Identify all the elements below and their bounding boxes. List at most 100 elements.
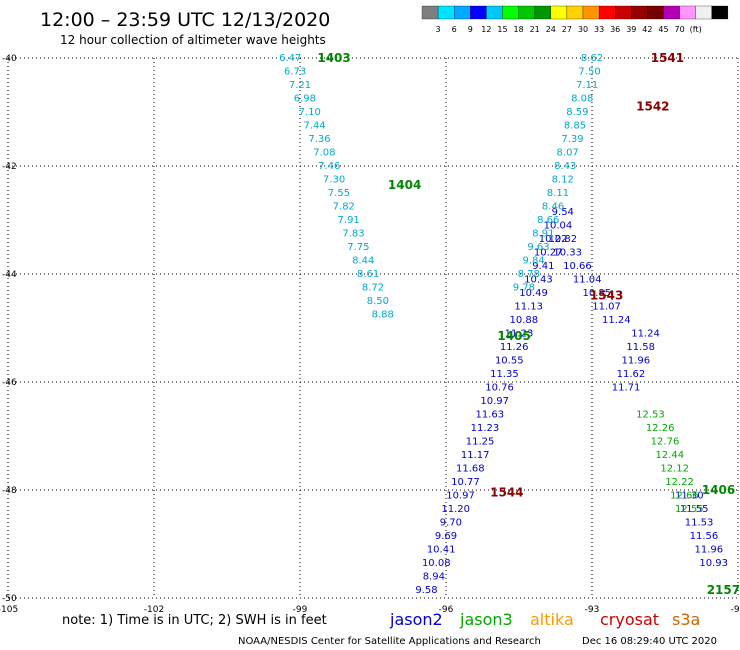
- wave-height-value: 8.08: [571, 94, 593, 105]
- wave-height-value: 8.61: [357, 269, 379, 280]
- wave-height-value: 10.76: [485, 382, 514, 393]
- wave-height-value: 7.11: [576, 80, 598, 91]
- orbit-label: 1541: [651, 51, 684, 65]
- colorbar-swatch: [437, 5, 455, 20]
- wave-height-value: 8.07: [557, 148, 579, 159]
- colorbar-label: 15: [497, 25, 507, 34]
- wave-height-value: 10.41: [427, 544, 456, 555]
- colorbar-label: (ft): [690, 25, 702, 34]
- wave-height-value: 10.27: [534, 247, 563, 258]
- colorbar-swatch: [631, 5, 648, 20]
- wave-height-value: 12.12: [660, 463, 689, 474]
- wave-height-value: 11.71: [612, 382, 641, 393]
- wave-height-value: 9.78: [513, 283, 535, 294]
- colorbar-swatch: [534, 5, 551, 20]
- wave-height-value: 9.41: [532, 261, 554, 272]
- wave-height-value: 11.68: [456, 463, 485, 474]
- footer-timestamp: Dec 16 08:29:40 UTC 2020: [582, 636, 717, 647]
- wave-height-value: 11.20: [441, 504, 470, 515]
- wave-height-value: 12.53: [636, 409, 665, 420]
- wave-height-value: 9.69: [435, 531, 457, 542]
- wave-height-value: 7.46: [318, 161, 340, 172]
- wave-height-value: 10.22: [539, 234, 568, 245]
- wave-height-value: 11.07: [592, 301, 621, 312]
- colorbar-label: 70: [675, 25, 685, 34]
- colorbar-swatch: [454, 5, 471, 20]
- wave-height-value: 8.46: [542, 202, 564, 213]
- wave-height-value: 8.11: [547, 188, 569, 199]
- colorbar-label: 18: [514, 25, 524, 34]
- wave-height-value: 11.24: [631, 328, 660, 339]
- wave-height-value: 7.10: [299, 107, 321, 118]
- wave-height-value: 11.25: [466, 436, 495, 447]
- wave-height-value: 7.36: [308, 134, 330, 145]
- wave-height-value: 10.82: [548, 234, 577, 245]
- wave-height-value: 7.30: [323, 175, 345, 186]
- wave-height-value: 10.97: [480, 396, 509, 407]
- wave-height-value: 10.88: [510, 315, 539, 326]
- wave-height-value: 8.85: [564, 121, 586, 132]
- y-tick-label: -46: [2, 378, 17, 388]
- wave-height-value: 6.98: [294, 94, 316, 105]
- wave-height-value: 11.24: [602, 315, 631, 326]
- wave-height-value: 6.73: [284, 67, 306, 78]
- colorbar-label: 3: [436, 25, 441, 34]
- wave-height-value: 11.17: [461, 450, 490, 461]
- y-tick-label: -44: [2, 270, 17, 280]
- wave-height-value: 7.21: [289, 80, 311, 91]
- wave-height-value: 7.50: [578, 67, 600, 78]
- wave-height-value: 11.35: [490, 369, 519, 380]
- colorbar-label: 6: [452, 25, 457, 34]
- y-tick-label: -40: [2, 54, 17, 64]
- wave-height-value: 8.12: [552, 175, 574, 186]
- orbit-label: 2157: [707, 583, 740, 597]
- colorbar-label: 39: [626, 25, 636, 34]
- wave-height-value: 7.55: [328, 188, 350, 199]
- x-tick-label: -96: [439, 605, 454, 615]
- chart-title: 12:00 – 23:59 UTC 12/13/2020: [40, 9, 330, 31]
- wave-height-value: 7.75: [347, 242, 369, 253]
- satellite-legend-item: altika: [530, 610, 574, 629]
- wave-height-value: 10.77: [451, 477, 480, 488]
- wave-height-value: 12.76: [651, 436, 680, 447]
- colorbar-swatch: [566, 5, 584, 20]
- satellite-legend: jason2 jason3 altika cryosat s3a: [389, 610, 700, 629]
- wave-height-value: 8.88: [372, 310, 394, 321]
- colorbar-legend: 3 6 9 12 15 18 21 24 27 30 33 36 39 42 45 70 (ft): [421, 5, 729, 34]
- colorbar-swatch: [470, 5, 487, 20]
- units-note: note: 1) Time is in UTC; 2) SWH is in fe…: [62, 613, 327, 628]
- wave-height-value: 8.59: [566, 107, 588, 118]
- x-tick-label: -99: [293, 605, 308, 615]
- wave-height-value: 6.47: [279, 53, 301, 64]
- colorbar-swatch: [486, 5, 503, 20]
- colorbar-label: 9: [468, 25, 473, 34]
- colorbar-label: 33: [594, 25, 604, 34]
- colorbar-swatch: [647, 5, 664, 20]
- y-tick-label: -42: [2, 162, 17, 172]
- chart-subtitle: 12 hour collection of altimeter wave hei…: [60, 33, 326, 47]
- wave-height-value: 7.44: [303, 121, 325, 132]
- wave-height-value: 10.85: [583, 288, 612, 299]
- wave-height-value: 11.13: [514, 301, 543, 312]
- colorbar-label: 27: [562, 25, 572, 34]
- colorbar-swatch: [421, 5, 439, 20]
- wave-height-value: 12.55: [675, 504, 704, 515]
- y-tick-label: -48: [2, 486, 17, 496]
- data-points: 9.58 8.94 10.08 10.41 9.69 9.70 11.20 10.97 10.7…: [279, 53, 728, 596]
- colorbar-swatch: [518, 5, 535, 20]
- wave-height-value: 12.22: [665, 477, 694, 488]
- colorbar-label: 24: [546, 25, 556, 34]
- colorbar-swatch: [582, 5, 600, 20]
- colorbar-label: 42: [642, 25, 652, 34]
- satellite-legend-item: jason3: [459, 610, 513, 629]
- wave-height-value: 11.55: [680, 504, 709, 515]
- colorbar-label: 30: [578, 25, 588, 34]
- wave-height-value: 11.56: [690, 531, 719, 542]
- footer-credit: NOAA/NESDIS Center for Satellite Applica…: [238, 636, 541, 647]
- wave-height-value: 12.44: [656, 450, 685, 461]
- wave-height-value: 11.63: [475, 409, 504, 420]
- axis-ticks: -105 -102 -99 -96 -93 -90 -40 -42 -44 -46 -48 -50: [0, 54, 740, 615]
- orbit-label: 1403: [317, 51, 350, 65]
- wave-height-value: 9.84: [522, 256, 544, 267]
